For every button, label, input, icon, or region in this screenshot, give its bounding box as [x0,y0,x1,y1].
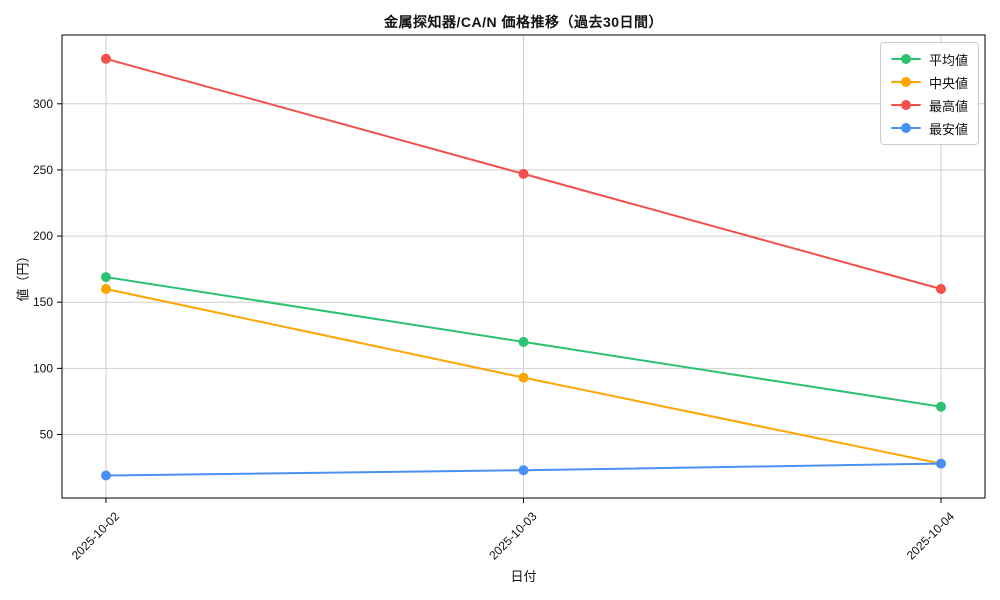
legend-marker-icon [890,54,921,65]
data-point [101,53,111,64]
legend-item: 中央値 [890,73,968,91]
legend-marker-icon [890,77,921,88]
data-point [936,283,946,294]
data-point [101,272,111,283]
data-point [101,470,111,481]
data-point [518,336,529,347]
y-tick-label: 50 [40,428,54,442]
legend-marker-icon [890,123,921,134]
x-tick-label: 2025-10-02 [69,509,123,563]
y-tick-label: 250 [33,163,53,177]
legend-item: 平均値 [890,50,968,68]
y-axis: 50 100 150 200 250 300 [33,97,62,442]
y-tick-label: 100 [33,361,53,375]
y-tick-label: 150 [33,295,53,309]
gridlines [62,35,985,498]
y-tick-label: 300 [33,97,53,111]
chart-title: 金属探知器/CA/N 価格推移（過去30日間） [383,14,664,30]
x-tick-label: 2025-10-04 [904,509,958,563]
data-point [518,168,529,179]
legend: 平均値中央値最高値最安値 [879,42,979,145]
series-平均値 [101,272,946,412]
legend-item: 最安値 [890,119,968,137]
legend-item-label: 最高値 [928,98,968,114]
legend-item-label: 最安値 [928,121,968,137]
legend-marker-icon [890,100,921,111]
data-point [518,465,529,476]
x-tick-label: 2025-10-03 [486,509,540,563]
x-axis: 2025-10-02 2025-10-03 2025-10-04 [69,498,958,563]
data-point [518,372,529,383]
legend-item: 最高値 [890,96,968,114]
y-axis-label: 値（円） [15,249,31,302]
series-最安値 [101,458,946,481]
legend-item-label: 平均値 [928,52,968,68]
x-axis-label: 日付 [510,569,537,584]
y-tick-label: 200 [33,229,53,243]
data-point [936,458,946,469]
data-point [101,283,111,294]
data-point [936,401,946,412]
series-最高値 [101,53,946,294]
legend-item-label: 中央値 [928,75,968,91]
